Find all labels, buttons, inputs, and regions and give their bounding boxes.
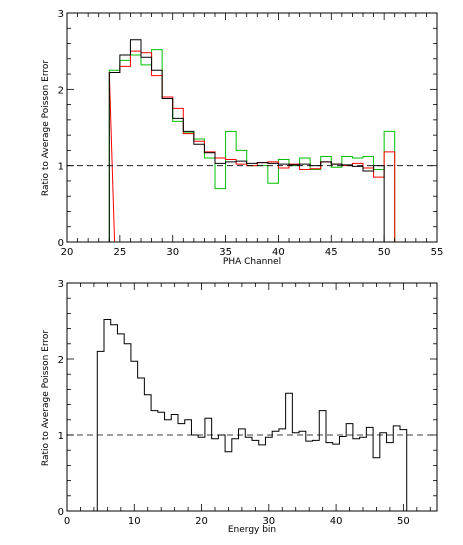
bottom-chart-y-tick-label: 2 — [58, 355, 64, 366]
top-chart-x-tick-label: 25 — [113, 247, 126, 258]
top-chart-y-tick-label: 0 — [58, 238, 64, 249]
bottom-chart-x-tick-label: 50 — [397, 516, 410, 527]
top-chart-y-axis-label: Ratio to Average Poisson Error — [41, 60, 51, 196]
top-chart-y-tick-label: 3 — [58, 9, 64, 20]
bottom-chart-y-tick-label: 3 — [58, 279, 64, 290]
bottom-chart-x-tick-label: 10 — [128, 516, 141, 527]
bottom-chart: Ratio to Average Poisson Error Energy bi… — [41, 279, 438, 535]
top-chart-y-tick-label: 2 — [58, 85, 64, 96]
top-chart-y-tick-label: 1 — [58, 162, 64, 173]
bottom-chart-y-tick-label: 0 — [58, 507, 64, 518]
bottom-chart-x-axis-label: Energy bin — [228, 525, 276, 535]
bottom-chart-x-tick-label: 40 — [330, 516, 343, 527]
top-chart-series-2 — [108, 49, 396, 242]
top-chart-x-axis-label: PHA Channel — [223, 257, 281, 267]
bottom-chart-plot-frame — [66, 282, 438, 512]
top-chart: Ratio to Average Poisson Error PHA Chann… — [41, 9, 443, 267]
bottom-chart-x-tick-label: 20 — [195, 516, 208, 527]
bottom-chart-x-tick-label: 30 — [262, 516, 275, 527]
top-chart-plot-frame — [66, 12, 438, 243]
top-chart-x-tick-label: 40 — [272, 247, 285, 258]
bottom-chart-y-axis-label: Ratio to Average Poisson Error — [41, 330, 51, 466]
top-chart-series-1 — [104, 50, 396, 243]
bottom-chart-y-tick-label: 1 — [58, 431, 64, 442]
bottom-chart-series-0 — [96, 318, 408, 511]
top-chart-series-0 — [108, 39, 385, 242]
top-chart-x-tick-label: 50 — [378, 247, 391, 258]
bottom-chart-x-tick-label: 0 — [64, 516, 70, 527]
top-chart-x-tick-label: 20 — [61, 247, 74, 258]
top-chart-x-tick-label: 35 — [219, 247, 232, 258]
top-chart-x-tick-label: 55 — [431, 247, 444, 258]
top-chart-x-tick-label: 45 — [325, 247, 338, 258]
top-chart-x-tick-label: 30 — [166, 247, 179, 258]
